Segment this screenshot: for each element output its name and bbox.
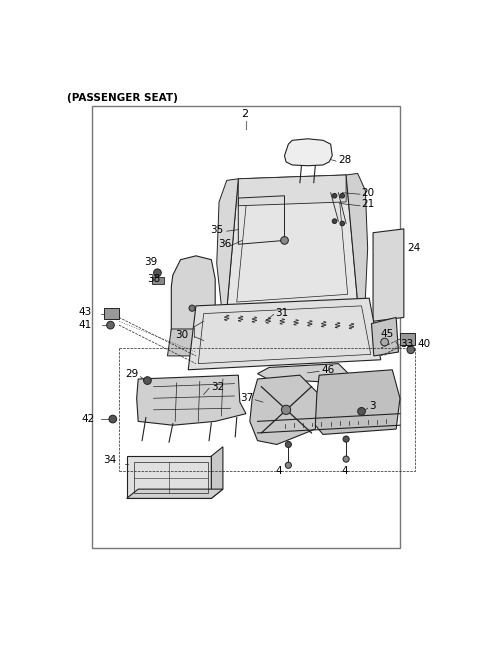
Polygon shape — [137, 375, 246, 425]
Text: 33: 33 — [400, 339, 413, 350]
Polygon shape — [285, 139, 332, 166]
Text: 35: 35 — [210, 224, 223, 235]
Polygon shape — [258, 363, 350, 383]
Circle shape — [358, 407, 365, 415]
Polygon shape — [400, 333, 415, 345]
Polygon shape — [373, 229, 404, 321]
Text: 42: 42 — [82, 414, 95, 424]
Polygon shape — [315, 370, 400, 434]
Circle shape — [332, 219, 337, 224]
Polygon shape — [238, 175, 346, 206]
Text: 37: 37 — [240, 393, 254, 403]
Circle shape — [144, 377, 151, 384]
Polygon shape — [346, 173, 368, 302]
Polygon shape — [372, 318, 398, 356]
Text: 2: 2 — [241, 109, 248, 119]
Text: 30: 30 — [175, 330, 188, 340]
Text: 28: 28 — [338, 155, 352, 165]
Text: 34: 34 — [103, 455, 117, 465]
Text: 31: 31 — [275, 308, 288, 318]
Bar — [92, 106, 400, 548]
Circle shape — [381, 338, 388, 346]
Circle shape — [340, 194, 345, 198]
Circle shape — [281, 237, 288, 244]
Text: 4: 4 — [275, 466, 282, 476]
Polygon shape — [250, 375, 319, 445]
Circle shape — [154, 269, 161, 277]
Polygon shape — [211, 447, 223, 499]
Circle shape — [189, 305, 195, 311]
Text: (PASSENGER SEAT): (PASSENGER SEAT) — [67, 92, 178, 102]
Text: 40: 40 — [417, 339, 430, 350]
Text: 36: 36 — [218, 239, 231, 249]
Text: 20: 20 — [361, 188, 374, 197]
Circle shape — [407, 346, 415, 354]
Circle shape — [343, 436, 349, 442]
Polygon shape — [217, 179, 238, 310]
Polygon shape — [168, 329, 219, 356]
Circle shape — [285, 441, 291, 447]
Text: 43: 43 — [79, 307, 92, 317]
Circle shape — [332, 194, 337, 198]
Polygon shape — [227, 175, 358, 310]
Text: 29: 29 — [125, 369, 138, 379]
Text: 38: 38 — [147, 274, 161, 284]
Polygon shape — [188, 298, 381, 370]
Polygon shape — [127, 489, 223, 499]
Polygon shape — [171, 256, 215, 344]
Polygon shape — [152, 277, 164, 283]
Text: 24: 24 — [408, 243, 421, 253]
Text: 41: 41 — [79, 320, 92, 330]
Circle shape — [281, 405, 291, 415]
Circle shape — [109, 415, 117, 423]
Text: 39: 39 — [144, 257, 157, 267]
Text: 21: 21 — [361, 199, 375, 209]
Circle shape — [343, 456, 349, 462]
Polygon shape — [104, 308, 119, 319]
Text: 4: 4 — [341, 466, 348, 476]
Circle shape — [285, 462, 291, 468]
Circle shape — [340, 221, 345, 226]
Polygon shape — [127, 456, 211, 499]
Text: 46: 46 — [322, 365, 335, 375]
Text: 45: 45 — [381, 329, 394, 339]
Text: 32: 32 — [211, 382, 225, 392]
Text: 3: 3 — [369, 401, 376, 411]
Circle shape — [107, 321, 114, 329]
